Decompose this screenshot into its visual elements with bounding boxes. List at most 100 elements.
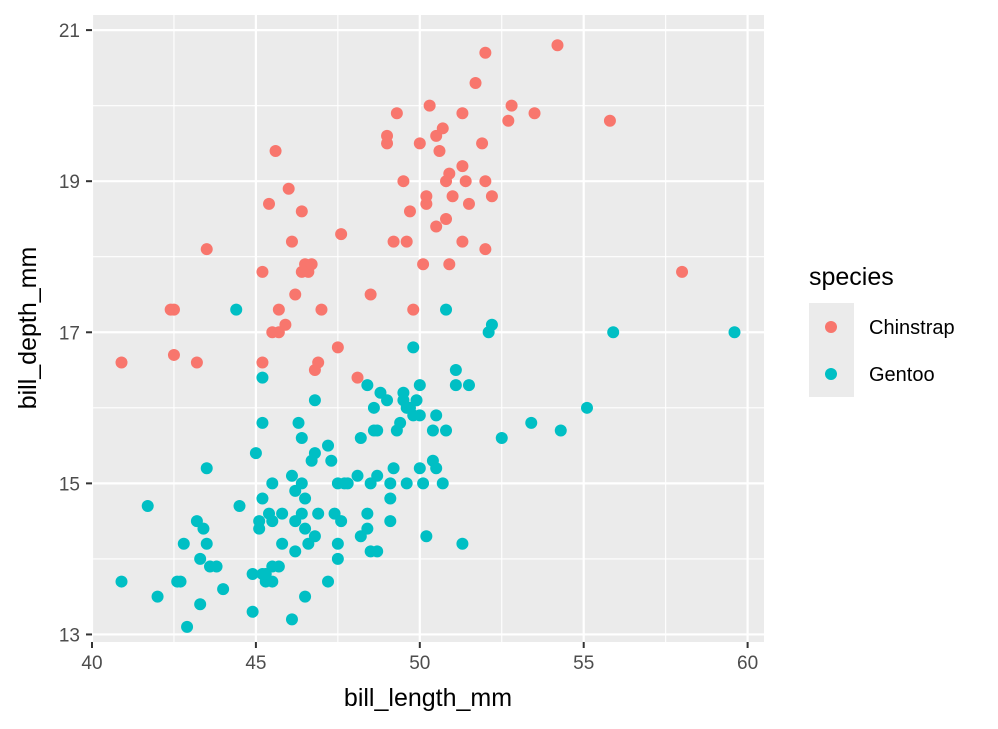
point-chinstrap bbox=[312, 356, 325, 369]
point-chinstrap bbox=[551, 39, 564, 52]
point-gentoo bbox=[289, 545, 302, 558]
point-chinstrap bbox=[263, 197, 276, 210]
point-gentoo bbox=[410, 394, 423, 407]
point-chinstrap bbox=[272, 303, 285, 316]
point-gentoo bbox=[174, 575, 187, 588]
point-gentoo bbox=[430, 409, 443, 422]
point-chinstrap bbox=[456, 107, 469, 120]
y-tick-label: 19 bbox=[59, 172, 80, 193]
point-gentoo bbox=[292, 416, 305, 429]
point-chinstrap bbox=[420, 190, 433, 203]
point-chinstrap bbox=[269, 144, 282, 157]
point-gentoo bbox=[322, 575, 335, 588]
point-chinstrap bbox=[167, 303, 180, 316]
point-chinstrap bbox=[351, 371, 364, 384]
point-chinstrap bbox=[413, 137, 426, 150]
point-gentoo bbox=[256, 416, 269, 429]
point-chinstrap bbox=[676, 265, 689, 278]
point-gentoo bbox=[181, 620, 194, 633]
legend: species Chinstrap Gentoo bbox=[809, 263, 955, 397]
point-chinstrap bbox=[115, 356, 128, 369]
x-tick-label: 45 bbox=[245, 653, 266, 674]
point-chinstrap bbox=[295, 205, 308, 218]
point-gentoo bbox=[194, 598, 207, 611]
point-gentoo bbox=[256, 492, 269, 505]
point-chinstrap bbox=[459, 175, 472, 188]
point-gentoo bbox=[361, 522, 374, 535]
point-chinstrap bbox=[502, 114, 515, 127]
point-chinstrap bbox=[403, 205, 416, 218]
point-gentoo bbox=[341, 477, 354, 490]
point-chinstrap bbox=[433, 144, 446, 157]
point-gentoo bbox=[361, 507, 374, 520]
point-chinstrap bbox=[289, 288, 302, 301]
point-chinstrap bbox=[417, 258, 430, 271]
point-chinstrap bbox=[430, 220, 443, 233]
y-tick-label: 13 bbox=[59, 625, 80, 646]
point-chinstrap bbox=[528, 107, 541, 120]
point-gentoo bbox=[299, 492, 312, 505]
point-chinstrap bbox=[469, 76, 482, 89]
point-gentoo bbox=[607, 326, 620, 339]
point-gentoo bbox=[417, 477, 430, 490]
y-tick-label: 21 bbox=[59, 21, 80, 42]
point-chinstrap bbox=[423, 99, 436, 112]
point-gentoo bbox=[407, 341, 420, 354]
point-gentoo bbox=[394, 416, 407, 429]
point-chinstrap bbox=[443, 258, 456, 271]
point-gentoo bbox=[197, 522, 210, 535]
point-chinstrap bbox=[603, 114, 616, 127]
point-gentoo bbox=[246, 605, 259, 618]
y-tick-label: 17 bbox=[59, 323, 80, 344]
point-gentoo bbox=[200, 537, 213, 550]
point-chinstrap bbox=[446, 190, 459, 203]
point-gentoo bbox=[436, 477, 449, 490]
point-gentoo bbox=[308, 530, 321, 543]
point-chinstrap bbox=[397, 175, 410, 188]
point-gentoo bbox=[371, 469, 384, 482]
point-chinstrap bbox=[462, 197, 475, 210]
point-chinstrap bbox=[479, 243, 492, 256]
point-gentoo bbox=[456, 537, 469, 550]
point-gentoo bbox=[295, 507, 308, 520]
point-chinstrap bbox=[400, 235, 413, 248]
point-chinstrap bbox=[279, 318, 292, 331]
point-chinstrap bbox=[282, 182, 295, 195]
point-gentoo bbox=[266, 575, 279, 588]
point-gentoo bbox=[233, 500, 246, 513]
point-gentoo bbox=[440, 424, 453, 437]
point-chinstrap bbox=[456, 160, 469, 173]
point-gentoo bbox=[525, 416, 538, 429]
y-tick-label: 15 bbox=[59, 474, 80, 495]
legend-title: species bbox=[809, 263, 894, 291]
point-gentoo bbox=[554, 424, 567, 437]
point-gentoo bbox=[580, 401, 593, 414]
point-gentoo bbox=[430, 462, 443, 475]
point-chinstrap bbox=[407, 303, 420, 316]
point-gentoo bbox=[426, 424, 439, 437]
point-chinstrap bbox=[505, 99, 518, 112]
point-gentoo bbox=[115, 575, 128, 588]
point-gentoo bbox=[276, 507, 289, 520]
point-chinstrap bbox=[256, 356, 269, 369]
point-gentoo bbox=[285, 613, 298, 626]
point-gentoo bbox=[413, 379, 426, 392]
point-chinstrap bbox=[436, 122, 449, 135]
legend-label-chinstrap: Chinstrap bbox=[869, 317, 955, 339]
point-gentoo bbox=[295, 477, 308, 490]
data-points bbox=[115, 39, 741, 633]
point-gentoo bbox=[331, 552, 344, 565]
point-gentoo bbox=[335, 515, 348, 528]
point-gentoo bbox=[266, 515, 279, 528]
point-gentoo bbox=[495, 432, 508, 445]
point-gentoo bbox=[485, 318, 498, 331]
point-gentoo bbox=[151, 590, 164, 603]
point-gentoo bbox=[420, 530, 433, 543]
point-gentoo bbox=[449, 379, 462, 392]
point-chinstrap bbox=[335, 228, 348, 241]
point-gentoo bbox=[200, 462, 213, 475]
point-gentoo bbox=[331, 537, 344, 550]
point-chinstrap bbox=[443, 167, 456, 180]
point-gentoo bbox=[387, 462, 400, 475]
